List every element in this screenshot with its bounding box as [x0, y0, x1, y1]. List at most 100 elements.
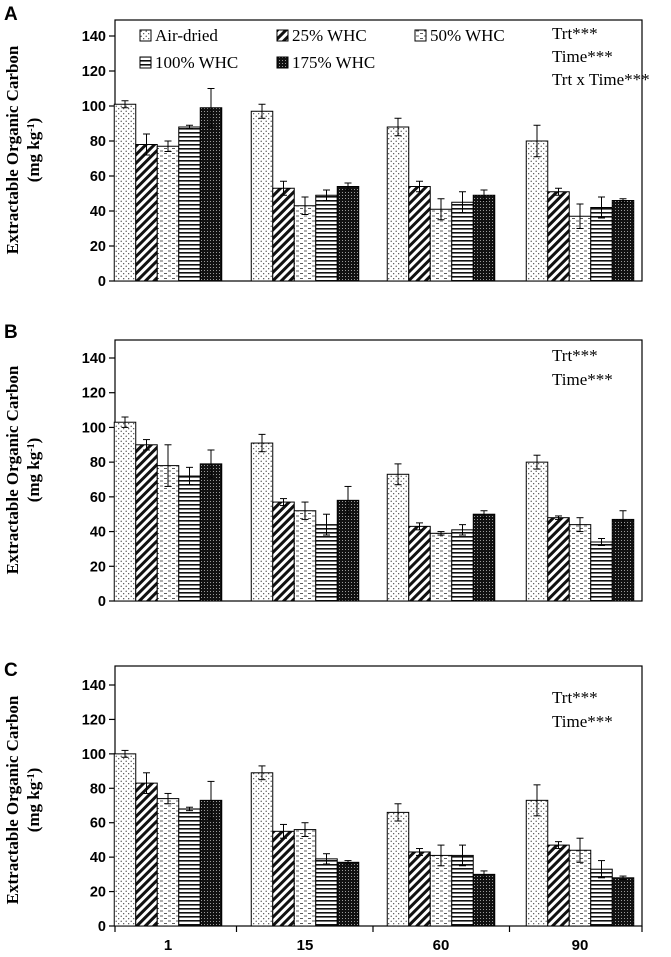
y-tick-label: 40: [90, 850, 106, 866]
bar-air-dried: [386, 126, 410, 282]
bar-100-whc: [590, 207, 613, 282]
y-tick-label: 20: [90, 559, 106, 575]
y-tick-label: 120: [82, 64, 106, 80]
legend-swatch-25-whc: [276, 29, 289, 42]
y-tick-label: 100: [82, 420, 106, 436]
annotation-trt: Trt***: [552, 24, 598, 43]
bar-air-dried: [525, 140, 549, 282]
bar-175-whc: [611, 877, 635, 927]
bar-25-whc: [135, 444, 158, 602]
bar-air-dried: [250, 772, 274, 927]
bar-25-whc: [135, 144, 158, 282]
y-tick-label: 140: [82, 29, 106, 45]
panel-b: B Extractable Organic Carbon (mg kg-1) 0…: [3, 322, 643, 610]
panel-a: A Extractable Organic Carbon (mg kg-1) 0…: [3, 4, 650, 290]
panel-letter: B: [4, 322, 18, 343]
legend-label-175-whc: 175% WHC: [292, 53, 375, 72]
bar-100-whc: [178, 808, 201, 927]
bar-100-whc: [315, 858, 338, 927]
legend-label-25-whc: 25% WHC: [292, 26, 367, 45]
y-axis-label: Extractable Organic Carbon: [3, 45, 22, 254]
legend-label-air-dried: Air-dried: [155, 26, 218, 45]
y-tick-label: 20: [90, 885, 106, 901]
y-tick-label: 0: [98, 919, 106, 935]
y-tick-label: 120: [82, 386, 106, 402]
legend-swatch-175-whc: [276, 56, 289, 69]
bar-25-whc: [272, 501, 295, 602]
bar-50-whc: [429, 532, 453, 602]
annotation-trt: Trt***: [552, 346, 598, 365]
bar-50-whc: [293, 510, 317, 602]
panel-letter: A: [4, 4, 18, 25]
bar-air-dried: [113, 421, 137, 602]
bar-100-whc: [315, 194, 338, 282]
bar-25-whc: [135, 782, 158, 927]
y-tick-label: 20: [90, 239, 106, 255]
x-tick-label: 1: [164, 937, 172, 954]
bar-25-whc: [408, 851, 431, 927]
y-tick-label: 60: [90, 490, 106, 506]
legend-swatch-100-whc: [139, 56, 152, 69]
bar-175-whc: [199, 107, 223, 282]
annotation-trt-x-time: Trt x Time***: [552, 70, 650, 89]
y-tick-label: 100: [82, 747, 106, 763]
bar-50-whc: [293, 205, 317, 282]
bar-175-whc: [611, 200, 635, 282]
bar-25-whc: [272, 187, 295, 282]
bar-175-whc: [472, 873, 496, 927]
annotation-time: Time***: [552, 370, 613, 389]
y-axis-unit: (mg kg-1): [24, 438, 43, 503]
x-axis: 1 15 60 90: [114, 926, 643, 954]
y-tick-label: 60: [90, 816, 106, 832]
bar-25-whc: [547, 191, 570, 282]
bar-175-whc: [199, 463, 223, 602]
y-axis-label: Extractable Organic Carbon: [3, 365, 22, 574]
bar-air-dried: [525, 799, 549, 927]
y-tick-label: 0: [98, 274, 106, 290]
bar-100-whc: [451, 201, 474, 282]
y-tick-label: 40: [90, 204, 106, 220]
bar-air-dried: [386, 811, 410, 927]
bar-air-dried: [113, 753, 137, 927]
bar-50-whc: [156, 145, 180, 282]
annotation-trt: Trt***: [552, 688, 598, 707]
y-axis-unit: (mg kg-1): [24, 768, 43, 833]
bars: [113, 749, 635, 927]
legend-label-100-whc: 100% WHC: [155, 53, 238, 72]
y-tick-label: 100: [82, 99, 106, 115]
legend-swatch-50-whc: [414, 29, 427, 42]
y-tick-label: 80: [90, 455, 106, 471]
bar-175-whc: [472, 194, 496, 282]
bar-175-whc: [336, 186, 360, 282]
y-tick-label: 0: [98, 594, 106, 610]
legend: Air-dried 25% WHC 50% WHC 100% WHC 175% …: [139, 26, 505, 72]
bar-100-whc: [178, 475, 201, 602]
panel-letter: C: [4, 660, 18, 681]
bar-25-whc: [408, 186, 431, 282]
x-tick-label: 15: [297, 937, 314, 954]
annotation-time: Time***: [552, 47, 613, 66]
y-axis-label: Extractable Organic Carbon: [3, 695, 22, 904]
bars: [113, 88, 635, 282]
y-tick-label: 140: [82, 678, 106, 694]
bar-175-whc: [472, 513, 496, 602]
bar-100-whc: [178, 126, 201, 282]
bar-25-whc: [408, 525, 431, 602]
x-tick-label: 60: [433, 937, 450, 954]
bar-100-whc: [315, 524, 338, 602]
bar-100-whc: [451, 529, 474, 602]
bar-air-dried: [250, 110, 274, 282]
bar-25-whc: [547, 844, 570, 927]
y-axis-unit: (mg kg-1): [24, 118, 43, 183]
legend-swatch-air-dried: [139, 29, 152, 42]
bar-25-whc: [272, 830, 295, 927]
bars: [113, 416, 635, 602]
panel-c: C Extractable Organic Carbon (mg kg-1) 0…: [3, 660, 643, 954]
bar-25-whc: [547, 517, 570, 602]
bar-50-whc: [156, 798, 180, 927]
y-tick-label: 120: [82, 712, 106, 728]
bar-air-dried: [113, 103, 137, 282]
bar-50-whc: [293, 829, 317, 927]
bar-175-whc: [611, 518, 635, 602]
